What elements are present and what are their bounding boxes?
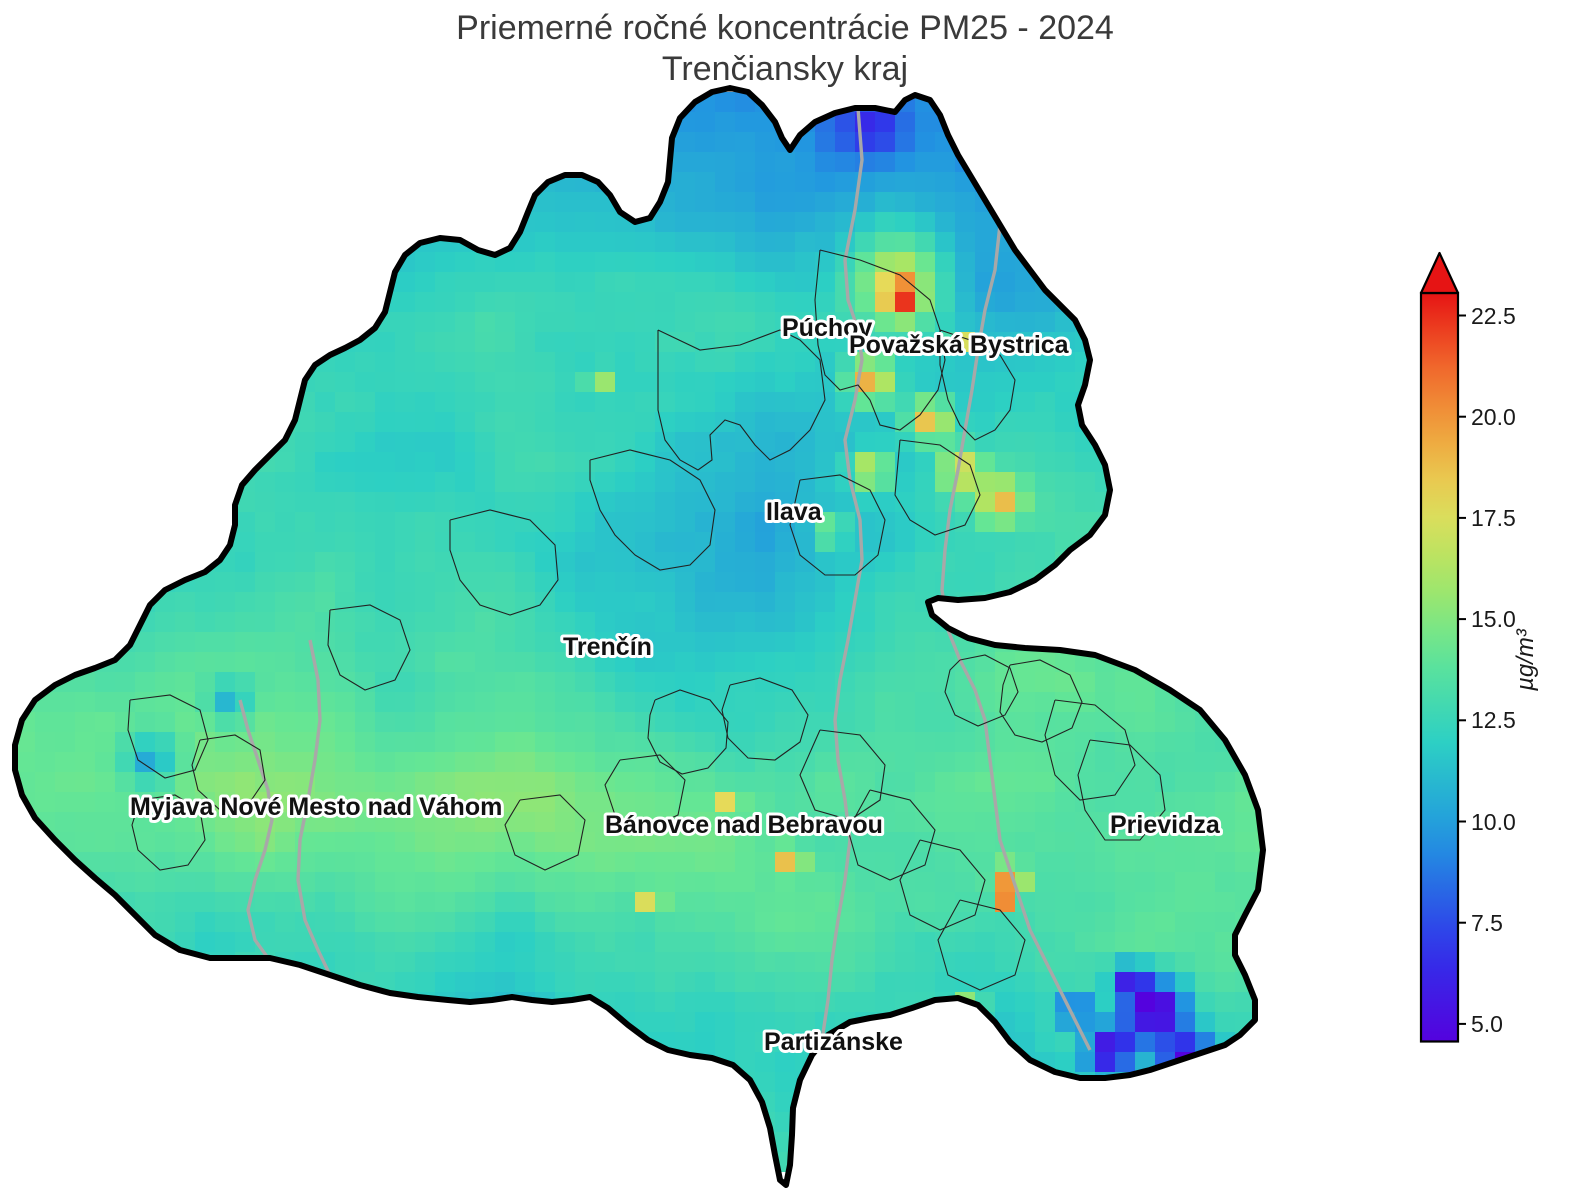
svg-text:Prievidza: Prievidza	[1110, 811, 1221, 839]
svg-text:10.0: 10.0	[1471, 809, 1516, 835]
svg-text:17.5: 17.5	[1471, 505, 1516, 531]
svg-text:22.5: 22.5	[1471, 303, 1516, 329]
svg-text:5.0: 5.0	[1471, 1011, 1503, 1037]
svg-text:Trenčín: Trenčín	[563, 633, 652, 661]
svg-text:20.0: 20.0	[1471, 404, 1516, 430]
svg-text:Bánovce nad Bebravou: Bánovce nad Bebravou	[605, 811, 883, 839]
svg-text:Ilava: Ilava	[766, 498, 823, 526]
svg-text:7.5: 7.5	[1471, 910, 1503, 936]
svg-text:Myjava Nové Mesto nad Váhom: Myjava Nové Mesto nad Váhom	[130, 793, 502, 821]
svg-text:15.0: 15.0	[1471, 606, 1516, 632]
svg-text:Partizánske: Partizánske	[764, 1028, 903, 1056]
svg-text:12.5: 12.5	[1471, 707, 1516, 733]
svg-text:Považská Bystrica: Považská Bystrica	[849, 331, 1070, 359]
svg-text:µg/m³: µg/m³	[1512, 628, 1539, 692]
